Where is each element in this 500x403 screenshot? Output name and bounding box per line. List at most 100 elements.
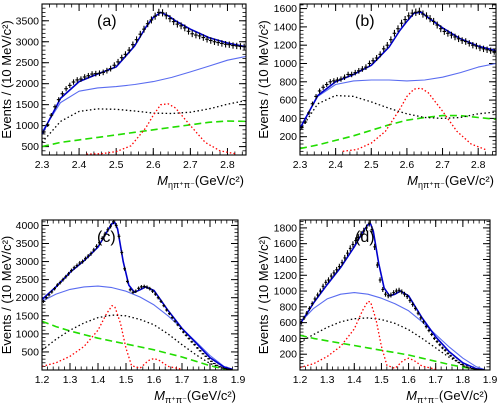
y-tick-label: 4000 [16, 220, 40, 232]
data-points-b [300, 7, 496, 130]
data-point [162, 304, 166, 308]
data-point [114, 223, 118, 228]
data-point [327, 277, 330, 283]
data-point [471, 41, 475, 49]
data-point [106, 227, 110, 233]
curve-dashed-component [42, 320, 233, 370]
data-point [201, 34, 206, 41]
data-point [171, 18, 176, 26]
data-point [109, 223, 112, 229]
data-point [324, 279, 328, 285]
data-point [145, 285, 149, 290]
data-point [474, 42, 479, 50]
data-point [238, 43, 243, 50]
data-points-a [42, 8, 246, 134]
data-point [343, 254, 347, 261]
data-point [449, 354, 452, 357]
data-point [186, 27, 191, 35]
data-point [201, 352, 205, 355]
x-tick-label: 2.6 [400, 159, 415, 171]
data-point [108, 65, 113, 72]
data-point [153, 12, 157, 20]
curve-signal [300, 300, 436, 370]
ticks-d: 1.2 1.3 1.4 1.5 1.6 1.7 1.8 1.9 200 400 600 800 1000… [274, 220, 497, 386]
x-axis-label: Mηπ⁺π⁻(GeV/c²) [157, 173, 244, 190]
data-point [457, 361, 461, 364]
panel-d: 1.2 1.3 1.4 1.5 1.6 1.7 1.8 1.9 200 400 600 800 1000… [256, 219, 497, 403]
plot-frame-a [41, 3, 247, 156]
panel-label: (a) [97, 13, 117, 30]
y-tick-label: 1200 [274, 40, 298, 52]
data-point [446, 29, 450, 37]
curve-dashed-component [42, 120, 246, 148]
data-point [126, 279, 129, 284]
data-point [193, 343, 196, 346]
y-axis-label: Events / (10 MeV/c²) [256, 20, 271, 138]
x-tick-label: 1.5 [119, 374, 134, 386]
data-point [405, 294, 409, 300]
data-point [456, 35, 461, 43]
x-axis-label: Mπ⁺π⁻(GeV/c²) [154, 388, 236, 403]
data-point [196, 347, 199, 349]
data-point [82, 74, 87, 80]
data-point [462, 365, 466, 367]
x-tick-label: 2.5 [109, 159, 124, 171]
data-point [165, 308, 168, 312]
y-tick-label: 800 [279, 301, 297, 313]
data-point [67, 82, 72, 89]
data-point [385, 41, 390, 49]
y-tick-label: 500 [21, 346, 39, 358]
data-point [478, 44, 482, 52]
data-point [100, 236, 104, 241]
curve-background [300, 62, 496, 128]
data-point [430, 332, 433, 337]
x-tick-label: 2.5 [364, 159, 379, 171]
data-point [123, 266, 126, 271]
data-point [384, 291, 387, 297]
data-point [460, 363, 463, 366]
data-point [446, 352, 450, 355]
ticks-a: 2.3 2.4 2.5 2.6 2.7 2.8 500 1000 1500 2000 2500 300… [16, 3, 246, 171]
curve-signal [342, 87, 486, 152]
data-point [340, 259, 344, 266]
data-point [329, 273, 333, 279]
data-point [81, 259, 84, 264]
data-point [212, 362, 216, 365]
data-point [381, 45, 386, 52]
data-point [310, 301, 314, 306]
data-point [357, 234, 360, 241]
data-point [44, 296, 48, 300]
data-point [145, 20, 150, 28]
y-tick-label: 400 [279, 333, 297, 345]
data-point [463, 38, 468, 45]
data-point [67, 271, 70, 276]
data-point [335, 266, 338, 273]
curve-dashed-component [300, 114, 496, 150]
y-tick-label: 1000 [16, 120, 40, 132]
data-point [335, 77, 340, 83]
data-point [42, 130, 46, 134]
data-point [64, 86, 68, 92]
y-tick-label: 3500 [16, 238, 40, 250]
data-point [310, 101, 315, 106]
data-point [131, 290, 135, 295]
data-point [471, 368, 474, 370]
data-point [117, 233, 121, 239]
x-tick-label: 1.8 [203, 374, 218, 386]
data-point [378, 277, 382, 283]
data-point [367, 220, 371, 227]
data-point [179, 22, 183, 30]
curve-total-fit [42, 11, 246, 135]
data-point [389, 36, 393, 43]
y-tick-label: 3000 [16, 256, 40, 268]
x-tick-label: 1.2 [293, 374, 308, 386]
data-point [212, 38, 217, 45]
data-point [399, 19, 404, 27]
data-point [365, 224, 368, 232]
data-point [45, 122, 50, 127]
data-point [156, 296, 160, 300]
y-tick-label: 1400 [274, 254, 298, 266]
data-point [364, 64, 368, 70]
plot-frame-d [299, 219, 491, 371]
x-tick-label: 1.7 [428, 374, 443, 386]
